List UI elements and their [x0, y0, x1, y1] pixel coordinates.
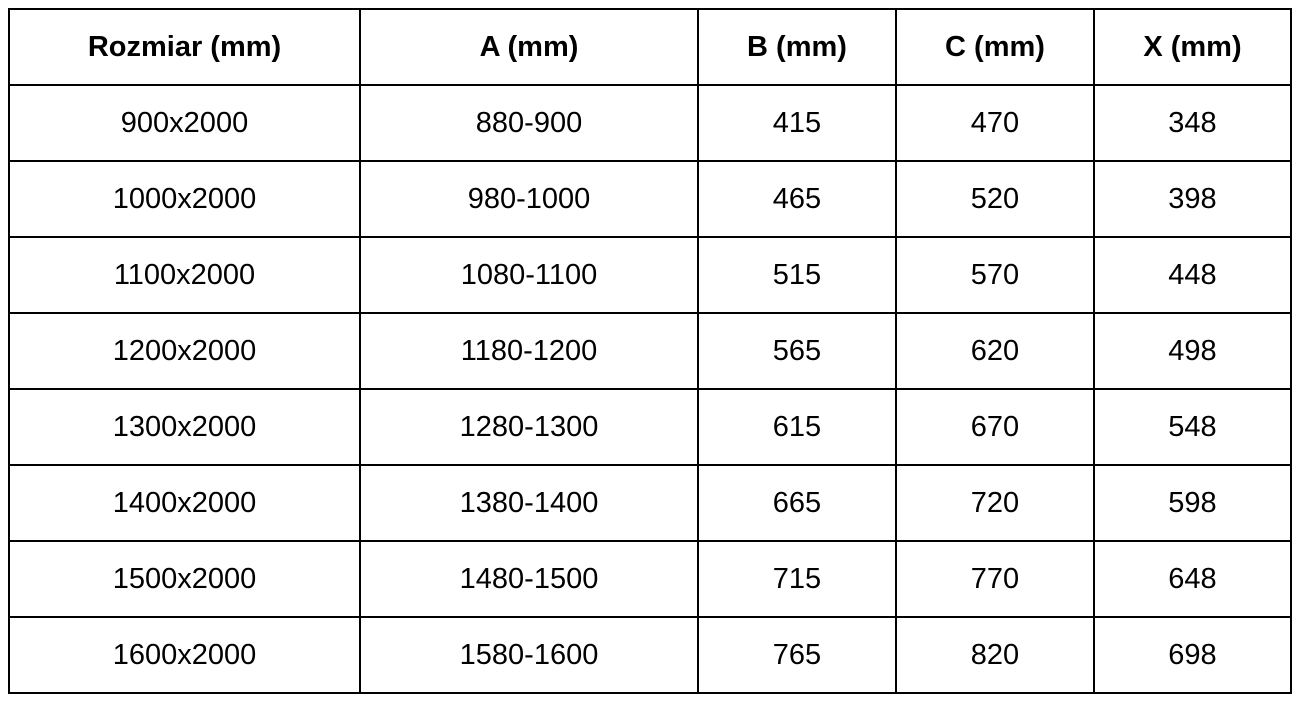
table-row: 1600x2000 1580-1600 765 820 698 — [8, 616, 1292, 694]
cell-c: 570 — [895, 236, 1095, 314]
header-x: X (mm) — [1093, 8, 1292, 86]
table-row: 1400x2000 1380-1400 665 720 598 — [8, 464, 1292, 542]
header-row: Rozmiar (mm) A (mm) B (mm) C (mm) X (mm) — [8, 8, 1292, 86]
cell-c: 770 — [895, 540, 1095, 618]
table-row: 1300x2000 1280-1300 615 670 548 — [8, 388, 1292, 466]
cell-a: 1080-1100 — [359, 236, 699, 314]
table-row: 1200x2000 1180-1200 565 620 498 — [8, 312, 1292, 390]
header-c: C (mm) — [895, 8, 1095, 86]
cell-a: 1480-1500 — [359, 540, 699, 618]
cell-c: 720 — [895, 464, 1095, 542]
cell-x: 398 — [1093, 160, 1292, 238]
cell-c: 670 — [895, 388, 1095, 466]
cell-a: 880-900 — [359, 84, 699, 162]
cell-a: 1380-1400 — [359, 464, 699, 542]
cell-b: 665 — [697, 464, 897, 542]
cell-c: 620 — [895, 312, 1095, 390]
cell-x: 498 — [1093, 312, 1292, 390]
dimensions-table: Rozmiar (mm) A (mm) B (mm) C (mm) X (mm)… — [8, 8, 1292, 694]
cell-b: 515 — [697, 236, 897, 314]
header-rozmiar: Rozmiar (mm) — [8, 8, 361, 86]
cell-b: 765 — [697, 616, 897, 694]
table-row: 900x2000 880-900 415 470 348 — [8, 84, 1292, 162]
cell-c: 520 — [895, 160, 1095, 238]
cell-c: 470 — [895, 84, 1095, 162]
table-row: 1000x2000 980-1000 465 520 398 — [8, 160, 1292, 238]
cell-rozmiar: 900x2000 — [8, 84, 361, 162]
cell-rozmiar: 1300x2000 — [8, 388, 361, 466]
cell-rozmiar: 1600x2000 — [8, 616, 361, 694]
cell-b: 715 — [697, 540, 897, 618]
cell-rozmiar: 1200x2000 — [8, 312, 361, 390]
cell-c: 820 — [895, 616, 1095, 694]
cell-b: 465 — [697, 160, 897, 238]
table-row: 1100x2000 1080-1100 515 570 448 — [8, 236, 1292, 314]
cell-a: 1580-1600 — [359, 616, 699, 694]
header-a: A (mm) — [359, 8, 699, 86]
cell-rozmiar: 1500x2000 — [8, 540, 361, 618]
cell-rozmiar: 1400x2000 — [8, 464, 361, 542]
cell-a: 1180-1200 — [359, 312, 699, 390]
cell-x: 648 — [1093, 540, 1292, 618]
cell-b: 415 — [697, 84, 897, 162]
cell-b: 565 — [697, 312, 897, 390]
cell-b: 615 — [697, 388, 897, 466]
cell-a: 980-1000 — [359, 160, 699, 238]
table-row: 1500x2000 1480-1500 715 770 648 — [8, 540, 1292, 618]
cell-x: 698 — [1093, 616, 1292, 694]
header-b: B (mm) — [697, 8, 897, 86]
cell-x: 598 — [1093, 464, 1292, 542]
cell-x: 448 — [1093, 236, 1292, 314]
cell-x: 348 — [1093, 84, 1292, 162]
cell-rozmiar: 1100x2000 — [8, 236, 361, 314]
cell-a: 1280-1300 — [359, 388, 699, 466]
cell-rozmiar: 1000x2000 — [8, 160, 361, 238]
cell-x: 548 — [1093, 388, 1292, 466]
